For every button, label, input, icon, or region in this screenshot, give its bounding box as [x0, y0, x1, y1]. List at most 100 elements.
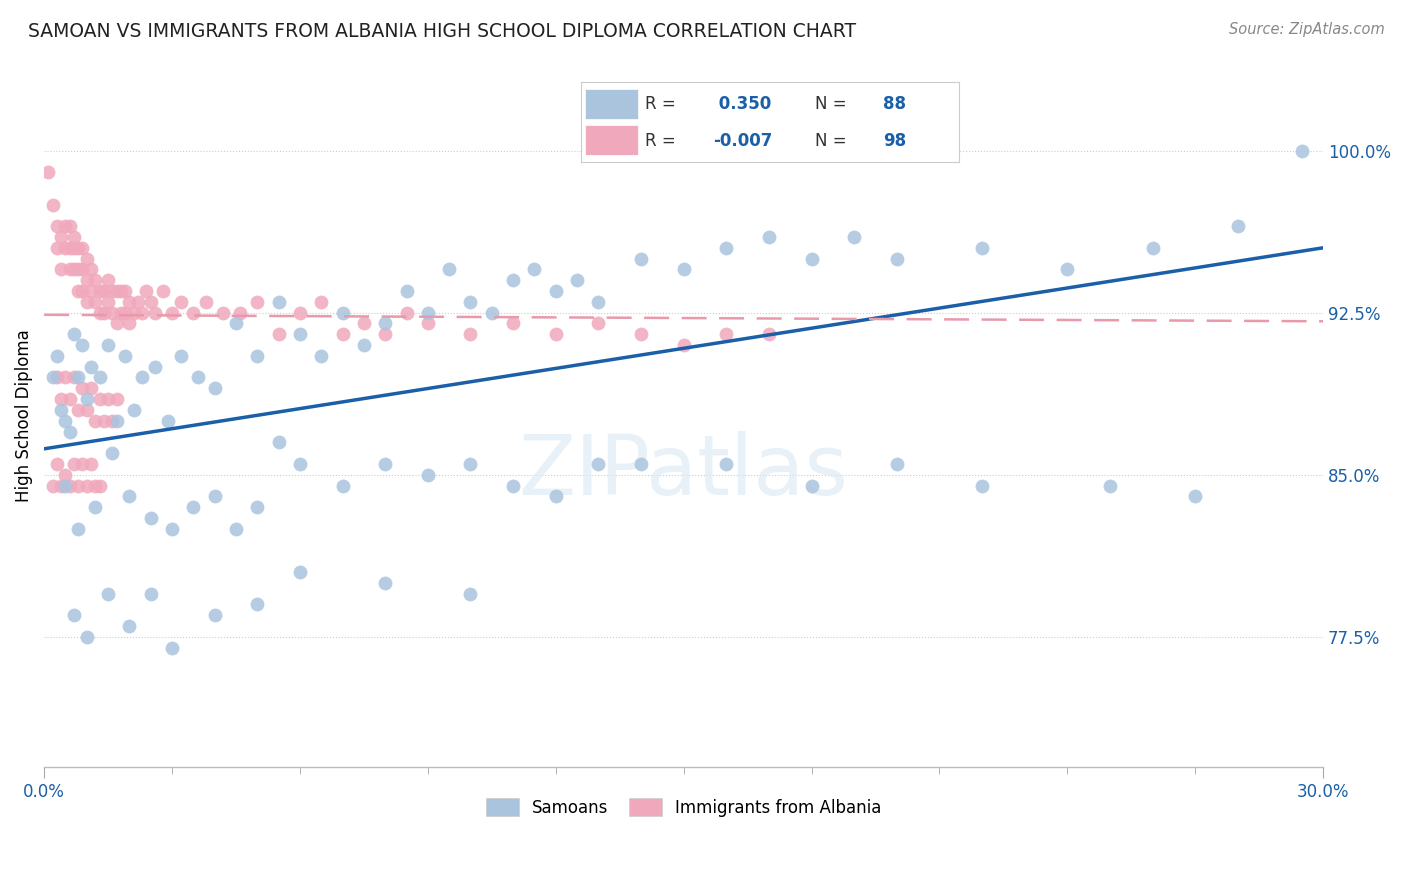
Point [80, 359, 103, 374]
Point [45, 457, 67, 471]
Point [45, 349, 67, 363]
Point [101, 284, 124, 298]
Point [1184, 489, 1206, 503]
Point [105, 284, 128, 298]
Point [84, 478, 107, 492]
Point [588, 294, 610, 309]
Point [246, 500, 269, 515]
Point [93, 414, 115, 428]
Point [374, 575, 396, 590]
Point [110, 305, 132, 319]
Point [672, 338, 695, 352]
Point [139, 587, 162, 601]
Point [800, 478, 823, 492]
Point [437, 262, 460, 277]
Point [72, 241, 94, 255]
Point [204, 381, 226, 395]
Point [127, 294, 149, 309]
Point [41, 370, 63, 384]
Point [55, 219, 77, 234]
Point [51, 478, 73, 492]
Point [267, 327, 290, 342]
Point [93, 305, 115, 319]
Point [80, 457, 103, 471]
Point [67, 478, 90, 492]
Point [267, 435, 290, 450]
Point [672, 262, 695, 277]
Point [84, 500, 107, 515]
Point [1098, 478, 1121, 492]
Point [143, 359, 166, 374]
Point [118, 317, 141, 331]
Point [76, 273, 98, 287]
Point [332, 305, 354, 319]
Point [544, 489, 567, 503]
Point [886, 252, 908, 266]
Point [1226, 219, 1249, 234]
Point [55, 370, 77, 384]
Point [114, 284, 136, 298]
Point [51, 403, 73, 417]
Point [544, 327, 567, 342]
Point [225, 522, 247, 536]
Point [105, 317, 128, 331]
Point [76, 403, 98, 417]
Point [139, 294, 162, 309]
Point [374, 317, 396, 331]
Point [84, 273, 107, 287]
Point [309, 294, 332, 309]
Point [288, 457, 311, 471]
Point [183, 305, 205, 319]
Point [63, 230, 86, 244]
Point [332, 478, 354, 492]
Point [758, 327, 780, 342]
Point [481, 305, 503, 319]
Point [72, 338, 94, 352]
Point [143, 305, 166, 319]
Point [93, 284, 115, 298]
Point [630, 327, 652, 342]
Point [152, 284, 174, 298]
Point [1291, 144, 1313, 158]
Point [114, 349, 136, 363]
Point [67, 284, 90, 298]
Point [76, 392, 98, 406]
Point [374, 327, 396, 342]
Point [80, 381, 103, 395]
Point [63, 370, 86, 384]
Point [160, 305, 183, 319]
Point [353, 338, 375, 352]
Point [45, 241, 67, 255]
Point [460, 587, 482, 601]
Point [288, 565, 311, 579]
Point [195, 294, 218, 309]
Point [51, 230, 73, 244]
Point [67, 262, 90, 277]
Point [89, 305, 111, 319]
Point [844, 230, 866, 244]
Point [204, 489, 226, 503]
Point [160, 522, 183, 536]
Point [523, 262, 546, 277]
Point [55, 414, 77, 428]
Point [67, 522, 90, 536]
Point [76, 478, 98, 492]
Point [758, 230, 780, 244]
Point [118, 294, 141, 309]
Point [114, 305, 136, 319]
Point [51, 262, 73, 277]
Point [51, 392, 73, 406]
Point [63, 457, 86, 471]
Point [267, 294, 290, 309]
Point [502, 317, 524, 331]
Point [101, 414, 124, 428]
Point [89, 370, 111, 384]
Point [160, 640, 183, 655]
Point [716, 327, 738, 342]
Point [1142, 241, 1164, 255]
Point [37, 165, 59, 179]
Point [67, 241, 90, 255]
Point [84, 414, 107, 428]
Point [105, 392, 128, 406]
Point [246, 598, 269, 612]
